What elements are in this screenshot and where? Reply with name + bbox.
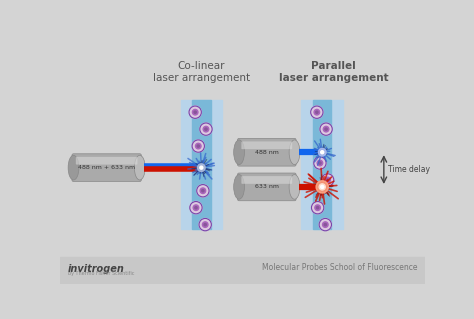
Circle shape	[319, 162, 321, 164]
Circle shape	[316, 111, 318, 113]
Text: 488 nm: 488 nm	[255, 150, 279, 155]
Ellipse shape	[68, 155, 79, 180]
Circle shape	[200, 166, 203, 169]
Circle shape	[192, 109, 198, 115]
Bar	[301, 100, 343, 229]
Circle shape	[195, 207, 197, 209]
Text: invitrogen: invitrogen	[68, 264, 125, 274]
Ellipse shape	[134, 155, 145, 180]
Circle shape	[205, 128, 207, 130]
Circle shape	[322, 222, 328, 227]
Ellipse shape	[289, 140, 300, 165]
Circle shape	[315, 205, 320, 211]
Circle shape	[195, 143, 201, 149]
Circle shape	[319, 148, 326, 156]
Bar	[192, 100, 210, 229]
FancyBboxPatch shape	[241, 141, 292, 149]
Circle shape	[324, 224, 327, 226]
Circle shape	[311, 202, 324, 214]
Circle shape	[199, 219, 211, 231]
Circle shape	[321, 185, 324, 189]
Text: Parallel
laser arrangement: Parallel laser arrangement	[279, 61, 389, 83]
FancyBboxPatch shape	[72, 154, 141, 182]
Bar	[61, 257, 425, 284]
Circle shape	[310, 106, 323, 118]
Circle shape	[314, 157, 326, 169]
Circle shape	[194, 111, 196, 113]
Circle shape	[192, 140, 204, 152]
Circle shape	[200, 123, 212, 135]
Text: Co-linear
laser arrangement: Co-linear laser arrangement	[153, 61, 250, 83]
FancyBboxPatch shape	[237, 138, 296, 166]
Bar	[181, 100, 222, 229]
FancyBboxPatch shape	[76, 157, 137, 165]
Circle shape	[314, 109, 319, 115]
Circle shape	[204, 224, 206, 226]
Circle shape	[190, 202, 202, 214]
FancyBboxPatch shape	[237, 173, 296, 201]
Circle shape	[317, 160, 323, 166]
Circle shape	[198, 164, 205, 172]
Circle shape	[327, 179, 329, 181]
Text: 633 nm: 633 nm	[255, 184, 279, 189]
Circle shape	[321, 151, 324, 154]
Circle shape	[197, 185, 209, 197]
Bar	[313, 100, 331, 229]
Circle shape	[323, 126, 329, 132]
Ellipse shape	[234, 140, 245, 165]
Ellipse shape	[234, 174, 245, 199]
Text: by Thermo Fisher Scientific: by Thermo Fisher Scientific	[68, 271, 135, 276]
Ellipse shape	[289, 174, 300, 199]
Circle shape	[325, 177, 330, 183]
Circle shape	[325, 128, 327, 130]
Text: Molecular Probes School of Fluorescence: Molecular Probes School of Fluorescence	[262, 263, 418, 272]
Circle shape	[200, 188, 206, 194]
Circle shape	[320, 123, 332, 135]
Circle shape	[203, 126, 209, 132]
Circle shape	[197, 145, 200, 147]
Circle shape	[317, 207, 319, 209]
Circle shape	[202, 222, 208, 227]
Text: 488 nm + 633 nm: 488 nm + 633 nm	[78, 165, 135, 170]
Circle shape	[316, 181, 328, 193]
Circle shape	[193, 205, 199, 211]
Circle shape	[319, 184, 325, 190]
Circle shape	[202, 189, 204, 192]
Circle shape	[319, 219, 331, 231]
FancyBboxPatch shape	[241, 176, 292, 184]
Circle shape	[321, 174, 334, 186]
Circle shape	[189, 106, 201, 118]
Text: Time delay: Time delay	[388, 165, 430, 174]
